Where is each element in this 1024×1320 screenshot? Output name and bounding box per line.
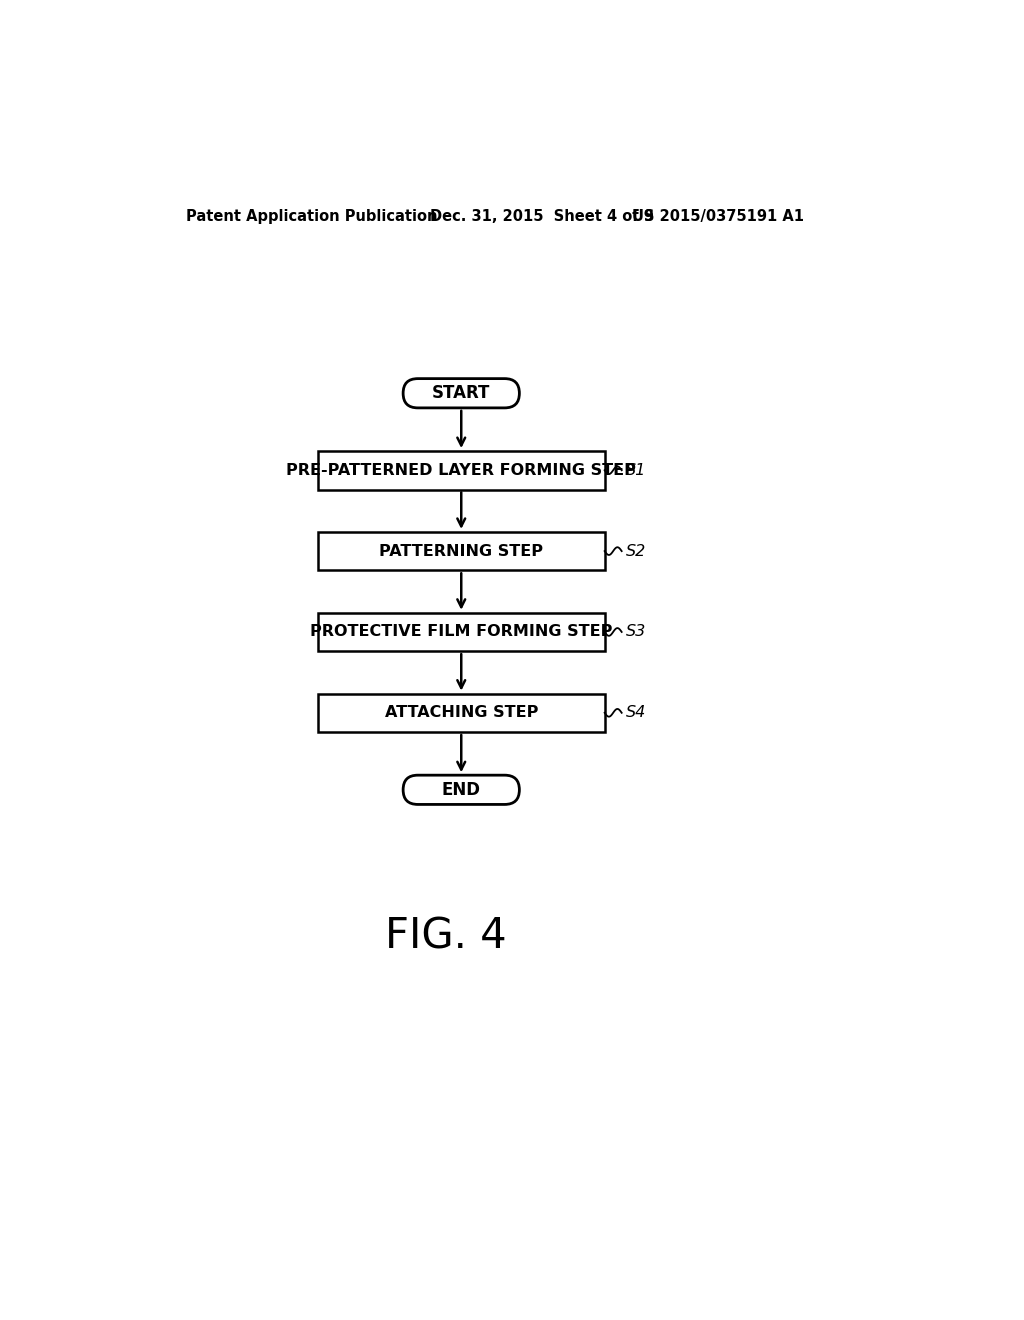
FancyBboxPatch shape xyxy=(403,775,519,804)
Text: END: END xyxy=(441,781,480,799)
Text: FIG. 4: FIG. 4 xyxy=(385,915,507,957)
Bar xyxy=(317,532,604,570)
Bar xyxy=(317,693,604,733)
Text: PROTECTIVE FILM FORMING STEP: PROTECTIVE FILM FORMING STEP xyxy=(310,624,612,639)
Text: START: START xyxy=(432,384,490,403)
Text: S2: S2 xyxy=(627,544,646,558)
Bar xyxy=(317,612,604,651)
Text: PRE-PATTERNED LAYER FORMING STEP: PRE-PATTERNED LAYER FORMING STEP xyxy=(287,463,636,478)
Text: S3: S3 xyxy=(627,624,646,639)
Text: ATTACHING STEP: ATTACHING STEP xyxy=(385,705,538,721)
Text: S1: S1 xyxy=(627,463,646,478)
Text: Dec. 31, 2015  Sheet 4 of 9: Dec. 31, 2015 Sheet 4 of 9 xyxy=(430,209,654,223)
Text: S4: S4 xyxy=(627,705,646,721)
Text: PATTERNING STEP: PATTERNING STEP xyxy=(379,544,544,558)
Text: Patent Application Publication: Patent Application Publication xyxy=(186,209,437,223)
FancyBboxPatch shape xyxy=(403,379,519,408)
Text: US 2015/0375191 A1: US 2015/0375191 A1 xyxy=(632,209,804,223)
Bar xyxy=(317,451,604,490)
